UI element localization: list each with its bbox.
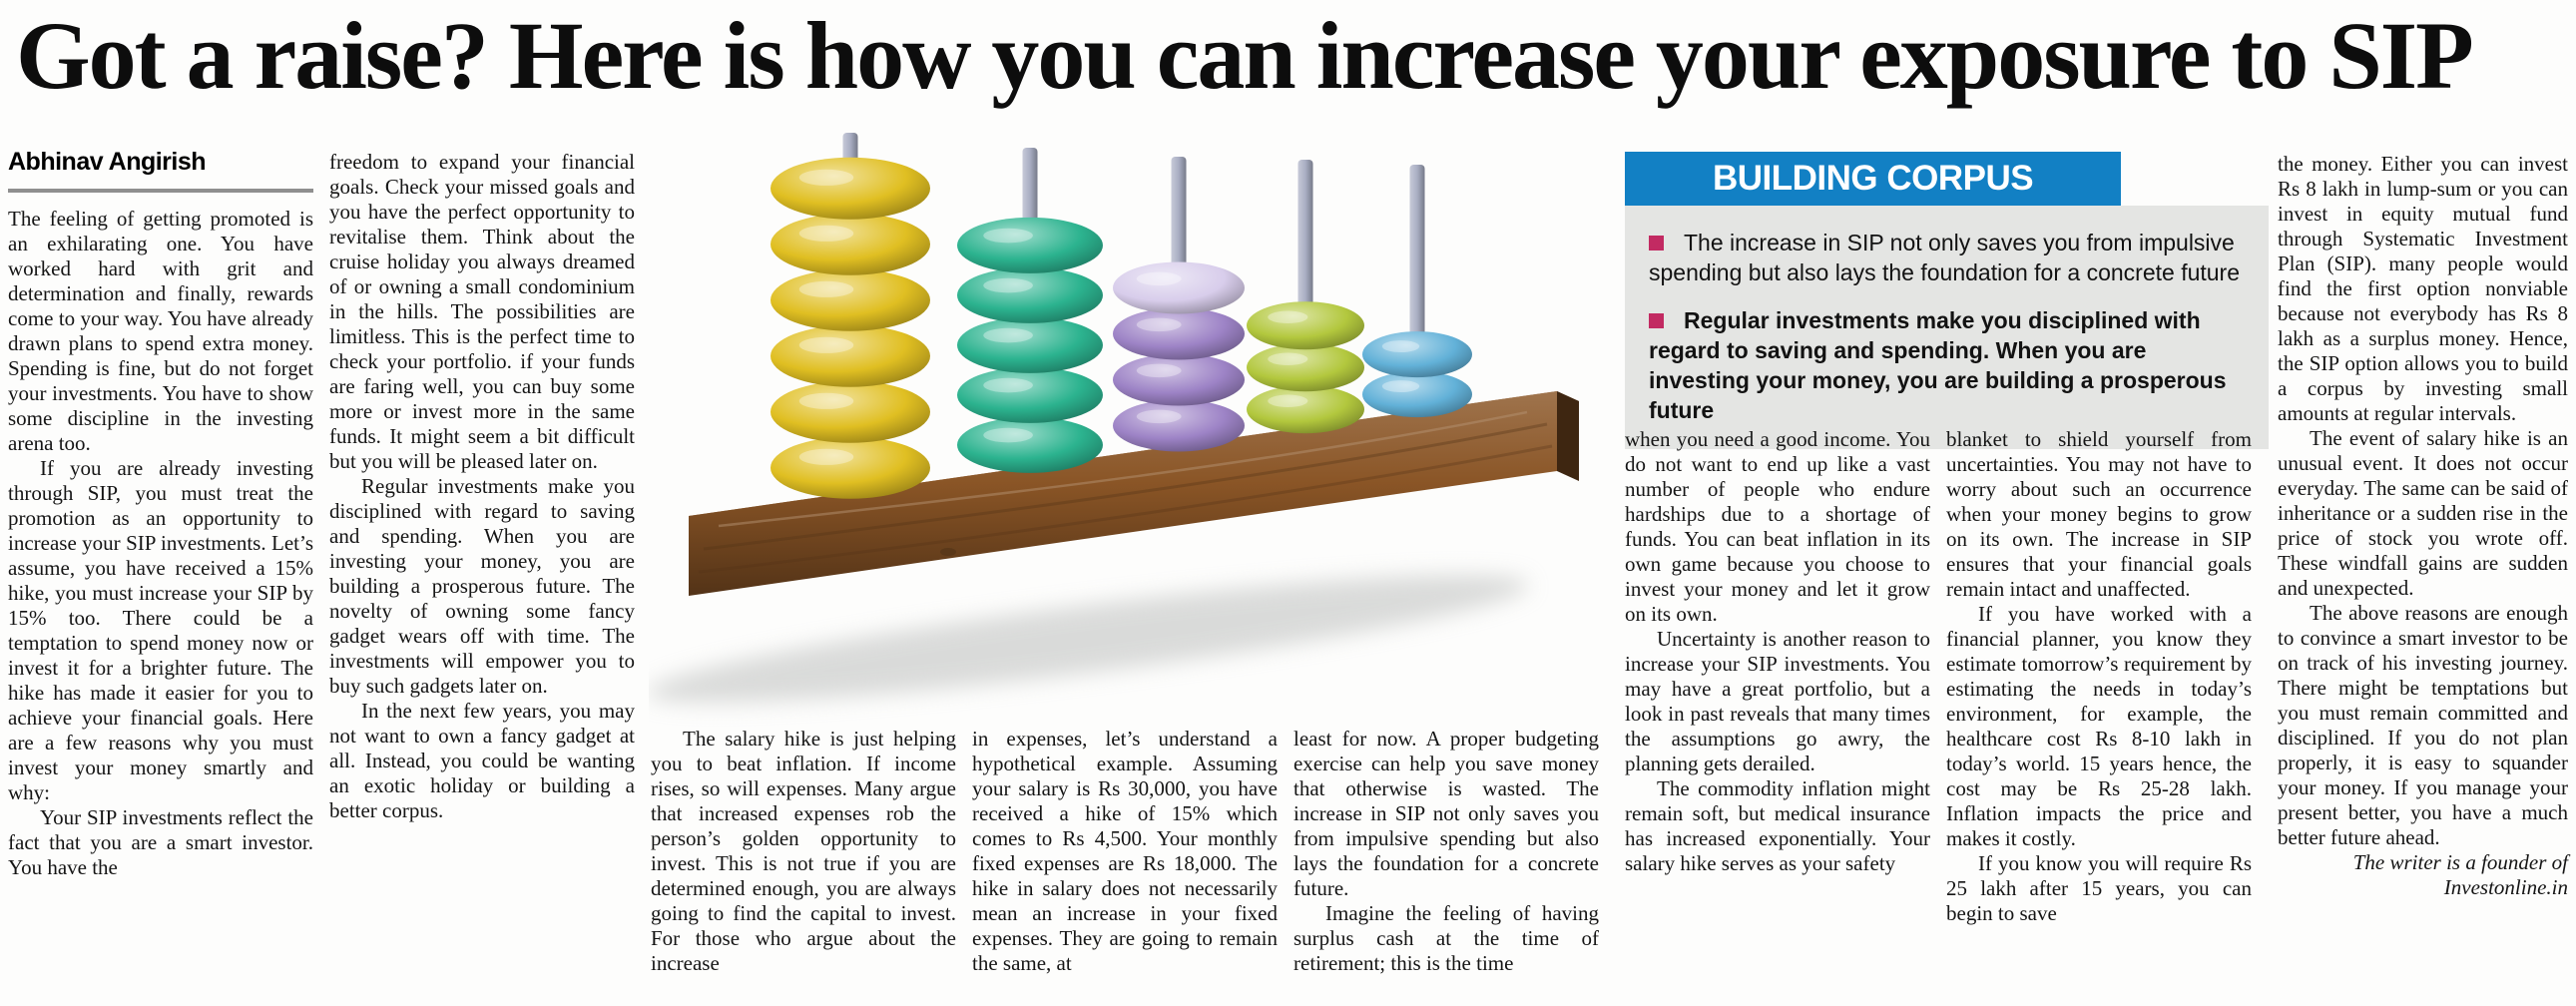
bullet-text: The increase in SIP not only saves you f… xyxy=(1649,230,2241,285)
paragraph: If you have worked with a financial plan… xyxy=(1946,602,2252,850)
byline-divider xyxy=(8,189,313,193)
infobox-title: BUILDING CORPUS xyxy=(1625,152,2121,206)
article-headline: Got a raise? Here is how you can increas… xyxy=(16,2,2474,109)
text-column-3: The salary hike is just helping you to b… xyxy=(651,727,956,976)
infobox-bullet: The increase in SIP not only saves you f… xyxy=(1649,228,2245,287)
abacus-svg xyxy=(649,133,1579,703)
paragraph: The above reasons are enough to convince… xyxy=(2278,601,2568,849)
text-column-6: when you need a good income. You do not … xyxy=(1625,427,1930,876)
paragraph: the money. Either you can invest Rs 8 la… xyxy=(2278,152,2568,425)
paragraph: blanket to shield yourself from uncertai… xyxy=(1946,427,2252,601)
paragraph: If you know you will require Rs 25 lakh … xyxy=(1946,851,2252,925)
bullet-square-icon xyxy=(1649,236,1664,251)
paragraph: freedom to expand your financial goals. … xyxy=(329,150,635,473)
paragraph: The feeling of getting promoted is an ex… xyxy=(8,207,313,455)
writer-credit-line: Investonline.in xyxy=(2443,875,2568,899)
infobox-body: The increase in SIP not only saves you f… xyxy=(1625,206,2269,449)
paragraph: when you need a good income. You do not … xyxy=(1625,427,1930,626)
text-column-2: freedom to expand your financial goals. … xyxy=(329,150,635,823)
paragraph: The commodity inflation might remain sof… xyxy=(1625,776,1930,875)
text-column-5: least for now. A proper budgeting exerci… xyxy=(1293,727,1599,976)
writer-credit-line: The writer is a founder of xyxy=(2352,850,2568,874)
building-corpus-infobox: BUILDING CORPUS The increase in SIP not … xyxy=(1625,152,2269,449)
paragraph: If you are already investing through SIP… xyxy=(8,456,313,804)
infobox-bullet: Regular investments make you disciplined… xyxy=(1649,305,2245,425)
text-column-8: the money. Either you can invest Rs 8 la… xyxy=(2278,152,2568,900)
paragraph: in expenses, let’s understand a hypothet… xyxy=(972,727,1278,975)
abacus-illustration xyxy=(649,95,1617,744)
paragraph: The event of salary hike is an unusual e… xyxy=(2278,426,2568,600)
paragraph: Your SIP investments reflect the fact th… xyxy=(8,805,313,879)
paragraph: Uncertainty is another reason to increas… xyxy=(1625,627,1930,775)
author-byline: Abhinav Angirish xyxy=(8,148,207,176)
paragraph: In the next few years, you may not want … xyxy=(329,699,635,822)
paragraph: The salary hike is just helping you to b… xyxy=(651,727,956,975)
text-column-7: blanket to shield yourself from uncertai… xyxy=(1946,427,2252,926)
paragraph: Regular investments make you disciplined… xyxy=(329,474,635,698)
paragraph: Imagine the feeling of having surplus ca… xyxy=(1293,901,1599,975)
text-column-4: in expenses, let’s understand a hypothet… xyxy=(972,727,1278,976)
bullet-text: Regular investments make you disciplined… xyxy=(1649,307,2227,423)
text-column-1: Abhinav Angirish The feeling of getting … xyxy=(8,148,313,880)
bullet-square-icon xyxy=(1649,313,1664,328)
paragraph: least for now. A proper budgeting exerci… xyxy=(1293,727,1599,900)
